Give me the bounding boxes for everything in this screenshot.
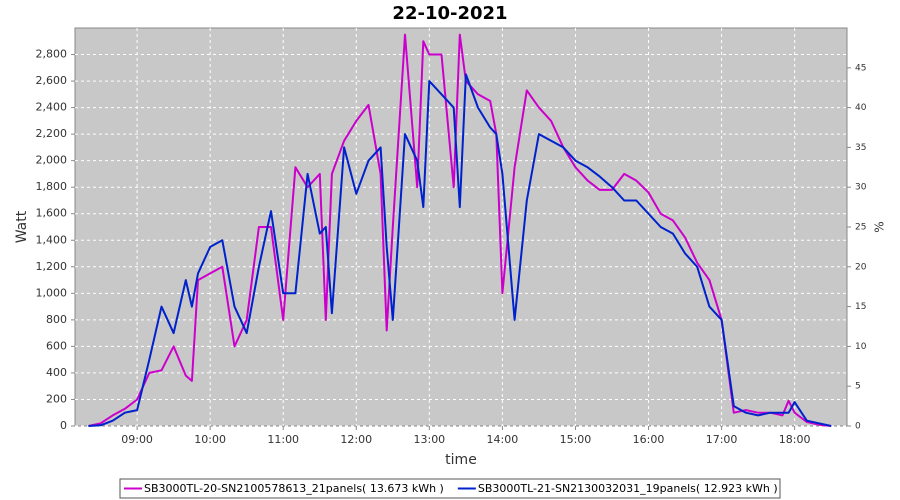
- y-tick-label: 2,200: [36, 127, 68, 140]
- y2-tick-label: 0: [855, 422, 861, 432]
- y-tick-label: 600: [46, 339, 67, 352]
- y2-tick-label: 40: [855, 103, 867, 113]
- y2-tick-label: 20: [855, 262, 867, 272]
- y-axis-label: Watt: [14, 210, 30, 243]
- x-tick-label: 16:00: [633, 433, 665, 446]
- y-tick-label: 1,400: [36, 233, 68, 246]
- y-tick-label: 400: [46, 366, 67, 379]
- x-tick-label: 18:00: [779, 433, 811, 446]
- x-tick-label: 12:00: [340, 433, 372, 446]
- y2-tick-label: 10: [855, 342, 867, 352]
- plot-area: [74, 27, 848, 427]
- y-tick-label: 2,000: [36, 154, 68, 167]
- y-tick-label: 0: [60, 419, 67, 432]
- x-tick-label: 15:00: [560, 433, 592, 446]
- y2-axis-label: %: [873, 221, 887, 232]
- x-tick-label: 14:00: [487, 433, 519, 446]
- y-tick-label: 1,000: [36, 286, 68, 299]
- y-tick-label: 1,200: [36, 260, 68, 273]
- y-tick-label: 1,800: [36, 180, 68, 193]
- legend-label: SB3000TL-21-SN2130032031_19panels( 12.92…: [478, 482, 778, 495]
- y2-tick-label: 45: [855, 63, 866, 73]
- x-tick-label: 13:00: [413, 433, 445, 446]
- y-tick-label: 2,600: [36, 74, 68, 87]
- y-tick-label: 2,800: [36, 48, 68, 61]
- y2-tick-label: 15: [855, 302, 866, 312]
- y2-tick-label: 5: [855, 382, 861, 392]
- y-tick-label: 800: [46, 313, 67, 326]
- series-line: [88, 73, 832, 427]
- y-tick-label: 2,400: [36, 101, 68, 114]
- y2-tick-label: 35: [855, 143, 866, 153]
- legend: [119, 478, 781, 499]
- x-tick-label: 11:00: [267, 433, 299, 446]
- x-tick-label: 17:00: [706, 433, 738, 446]
- y2-tick-label: 30: [855, 183, 867, 193]
- chart-title: 22-10-2021: [392, 3, 507, 24]
- x-tick-label: 09:00: [121, 433, 153, 446]
- x-tick-label: 10:00: [194, 433, 226, 446]
- y-tick-label: 200: [46, 392, 67, 405]
- x-axis-label: time: [445, 452, 477, 468]
- y-tick-label: 1,600: [36, 207, 68, 220]
- legend-label: SB3000TL-20-SN2100578613_21panels( 13.67…: [144, 482, 444, 495]
- y2-tick-label: 25: [855, 223, 866, 233]
- series-line: [88, 33, 832, 427]
